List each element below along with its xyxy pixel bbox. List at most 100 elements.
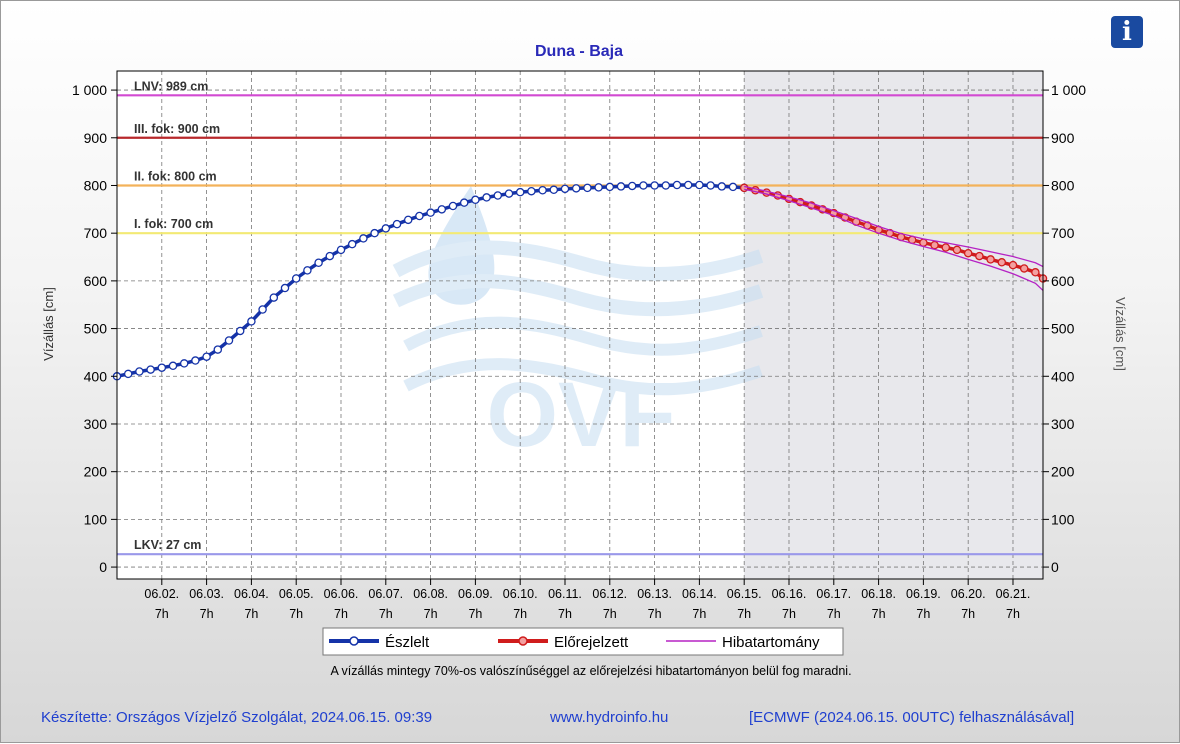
x-tick-date-label: 06.20. <box>951 587 986 601</box>
legend-observed-label: Észlelt <box>385 634 430 651</box>
observed-point <box>627 181 637 191</box>
footer-author: Készítette: Országos Vízjelző Szolgálat,… <box>41 709 433 726</box>
x-tick-hour-label: 7h <box>468 607 482 621</box>
observed-point <box>493 191 503 200</box>
x-tick-date-label: 06.02. <box>144 587 179 601</box>
series-line <box>743 186 1045 280</box>
forecast-point <box>952 245 962 255</box>
footer-website-link[interactable]: www.hydroinfo.hu <box>550 709 669 726</box>
x-tick-hour-label: 7h <box>513 607 527 621</box>
x-tick-date-label: 06.07. <box>368 587 403 601</box>
forecast-note: A vízállás mintegy 70%-os valószínűségge… <box>330 664 852 678</box>
forecast-point <box>1008 260 1018 270</box>
x-tick-hour-label: 7h <box>558 607 572 621</box>
y-axis-label-left: Vízállás [cm] <box>41 287 56 361</box>
observed-point <box>258 305 267 314</box>
y-tick-label: 600 <box>1051 273 1075 289</box>
observed-point <box>370 228 379 238</box>
y-axis-left: 0 100 200 300 400 500 600 700 800 900 1 000 <box>72 82 117 575</box>
y-axis-label-right: Vízállás [cm] <box>1113 297 1128 371</box>
forecast-point <box>941 243 951 252</box>
observed-point <box>717 182 727 191</box>
observed-point <box>683 180 693 190</box>
observed-point <box>291 274 301 283</box>
x-axis: 06.02. 7h 06.03. 7h 06.04. 7h 06.05. 7h 06.06. 7h… <box>144 579 1030 621</box>
x-tick-date-label: 06.21. <box>996 587 1031 601</box>
forecast-point <box>930 240 939 250</box>
y-tick-label: 400 <box>1051 368 1075 384</box>
observed-point <box>471 195 480 205</box>
x-tick-hour-label: 7h <box>782 607 796 621</box>
y-tick-label: 300 <box>1051 416 1075 432</box>
observed-point <box>146 365 155 374</box>
ovf-watermark-logo: OVF <box>392 186 764 466</box>
x-tick-hour-label: 7h <box>155 607 169 621</box>
y-tick-label: 700 <box>1051 225 1075 241</box>
legend-error-label: Hibatartomány <box>722 634 820 651</box>
x-tick-date-label: 06.06. <box>324 587 359 601</box>
x-tick-date-label: 06.15. <box>727 587 762 601</box>
y-tick-label: 300 <box>84 416 108 432</box>
observed-point <box>123 369 133 379</box>
legend-forecast-marker <box>518 636 528 646</box>
y-tick-label: 400 <box>84 368 108 384</box>
observed-point <box>135 367 144 376</box>
threshold-lines: LNV: 989 cm III. fok: 900 cm II. fok: 800 … <box>117 79 1043 556</box>
x-tick-hour-label: 7h <box>827 607 841 621</box>
observed-point <box>661 181 671 190</box>
y-tick-label: 100 <box>84 511 108 527</box>
observed-point <box>213 345 223 354</box>
observed-point <box>605 182 615 192</box>
x-tick-hour-label: 7h <box>1006 607 1020 621</box>
x-tick-hour-label: 7h <box>379 607 393 621</box>
y-tick-label: 0 <box>99 559 107 575</box>
x-tick-hour-label: 7h <box>961 607 975 621</box>
x-tick-date-label: 06.09. <box>458 587 493 601</box>
series-layer <box>112 180 1048 381</box>
x-tick-date-label: 06.13. <box>637 587 672 601</box>
y-tick-label: 800 <box>1051 177 1075 193</box>
y-tick-label: 800 <box>84 177 108 193</box>
x-tick-date-label: 06.16. <box>772 587 807 601</box>
y-tick-label: 600 <box>84 273 108 289</box>
y-tick-label: 700 <box>84 225 108 241</box>
x-tick-date-label: 06.17. <box>816 587 851 601</box>
legend: Észlelt Előrejelzett Hibatartomány <box>322 627 844 656</box>
forecast-point <box>986 255 995 264</box>
watermark-text: OVF <box>486 364 675 466</box>
observed-point <box>616 182 626 191</box>
observed-point <box>415 211 424 221</box>
x-tick-hour-label: 7h <box>648 607 662 621</box>
x-tick-hour-label: 7h <box>603 607 617 621</box>
observed-point <box>650 181 659 190</box>
forecast-point <box>975 251 984 261</box>
observed-point <box>538 185 547 195</box>
x-tick-hour-label: 7h <box>916 607 930 621</box>
observed-point <box>336 245 346 255</box>
y-tick-label: 1 000 <box>72 82 107 98</box>
y-tick-label: 200 <box>1051 464 1075 480</box>
observed-point <box>583 183 592 193</box>
forecast-point <box>1031 268 1040 277</box>
observed-point <box>571 184 581 193</box>
y-tick-label: 1 000 <box>1051 82 1086 98</box>
observed-point <box>437 205 447 214</box>
observed-point <box>247 317 256 326</box>
observed-point <box>235 326 245 336</box>
observed-point <box>527 186 536 196</box>
observed-point <box>359 234 368 243</box>
observed-point <box>168 361 178 371</box>
x-tick-hour-label: 7h <box>289 607 303 621</box>
y-tick-label: 100 <box>1051 511 1075 527</box>
forecast-point <box>963 248 973 258</box>
y-tick-label: 900 <box>1051 130 1075 146</box>
observed-point <box>728 182 738 192</box>
info-icon[interactable]: i <box>1111 16 1143 48</box>
observed-point <box>706 181 715 190</box>
observed-point <box>403 215 413 225</box>
x-tick-date-label: 06.11. <box>548 587 582 601</box>
observed-point <box>191 356 200 365</box>
plot-border <box>116 70 1044 580</box>
